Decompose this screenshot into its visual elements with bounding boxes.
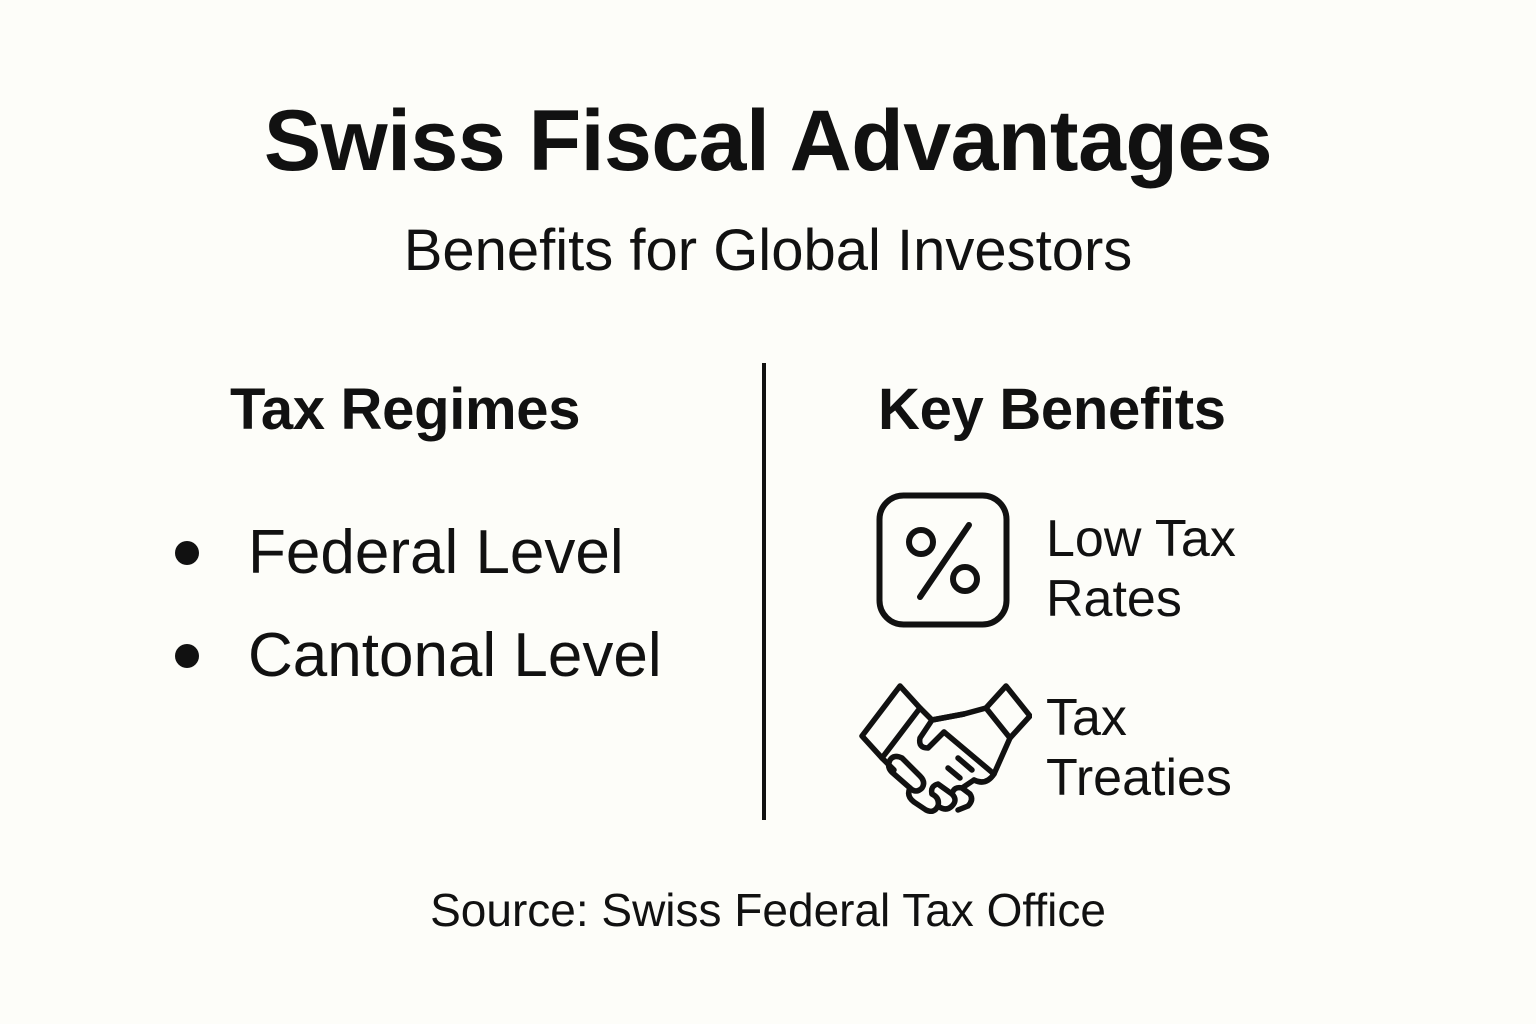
list-item-label: Federal Level xyxy=(248,518,624,587)
benefit-low-tax-rates: Low Tax Rates xyxy=(1046,509,1236,629)
column-divider xyxy=(762,363,766,820)
tax-regimes-heading: Tax Regimes xyxy=(230,377,581,442)
bullet-icon xyxy=(175,644,199,668)
bullet-icon xyxy=(175,541,199,565)
benefit-label-line2: Rates xyxy=(1046,570,1182,628)
source-caption: Source: Swiss Federal Tax Office xyxy=(430,884,1106,936)
page-subtitle: Benefits for Global Investors xyxy=(403,218,1133,283)
list-item-label: Cantonal Level xyxy=(248,621,662,690)
key-benefits-heading: Key Benefits xyxy=(878,377,1226,442)
list-item-cantonal-level: Cantonal Level xyxy=(175,616,662,696)
benefit-label-line2: Treaties xyxy=(1046,749,1232,807)
page-title: Swiss Fiscal Advantages xyxy=(263,93,1273,189)
benefit-label-line1: Low Tax xyxy=(1046,510,1236,568)
benefit-label-line1: Tax xyxy=(1046,689,1127,747)
percent-icon xyxy=(876,492,1010,628)
list-item-federal-level: Federal Level xyxy=(175,513,624,593)
benefit-tax-treaties: Tax Treaties xyxy=(1046,688,1232,808)
handshake-icon xyxy=(859,683,1032,814)
